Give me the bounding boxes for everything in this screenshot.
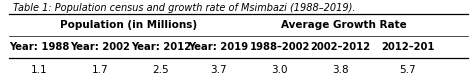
Text: 3.7: 3.7 [210,65,227,75]
Text: 3.0: 3.0 [271,65,288,75]
Text: 2.5: 2.5 [153,65,169,75]
Text: Population (in Millions): Population (in Millions) [60,20,198,30]
Text: Average Growth Rate: Average Growth Rate [281,20,407,30]
Text: 1.7: 1.7 [92,65,109,75]
Text: Year: 2019: Year: 2019 [189,42,249,52]
Text: 1988–2002: 1988–2002 [249,42,310,52]
Text: 1.1: 1.1 [31,65,47,75]
Text: Year: 2012: Year: 2012 [131,42,191,52]
Text: 3.8: 3.8 [332,65,349,75]
Text: Table 1: Population census and growth rate of Msimbazi (1988–2019).: Table 1: Population census and growth ra… [13,3,356,13]
Text: 2012–201: 2012–201 [381,42,435,52]
Text: 5.7: 5.7 [400,65,416,75]
Text: 2002–2012: 2002–2012 [310,42,371,52]
Text: Year: 1988: Year: 1988 [9,42,69,52]
Text: Year: 2002: Year: 2002 [70,42,130,52]
